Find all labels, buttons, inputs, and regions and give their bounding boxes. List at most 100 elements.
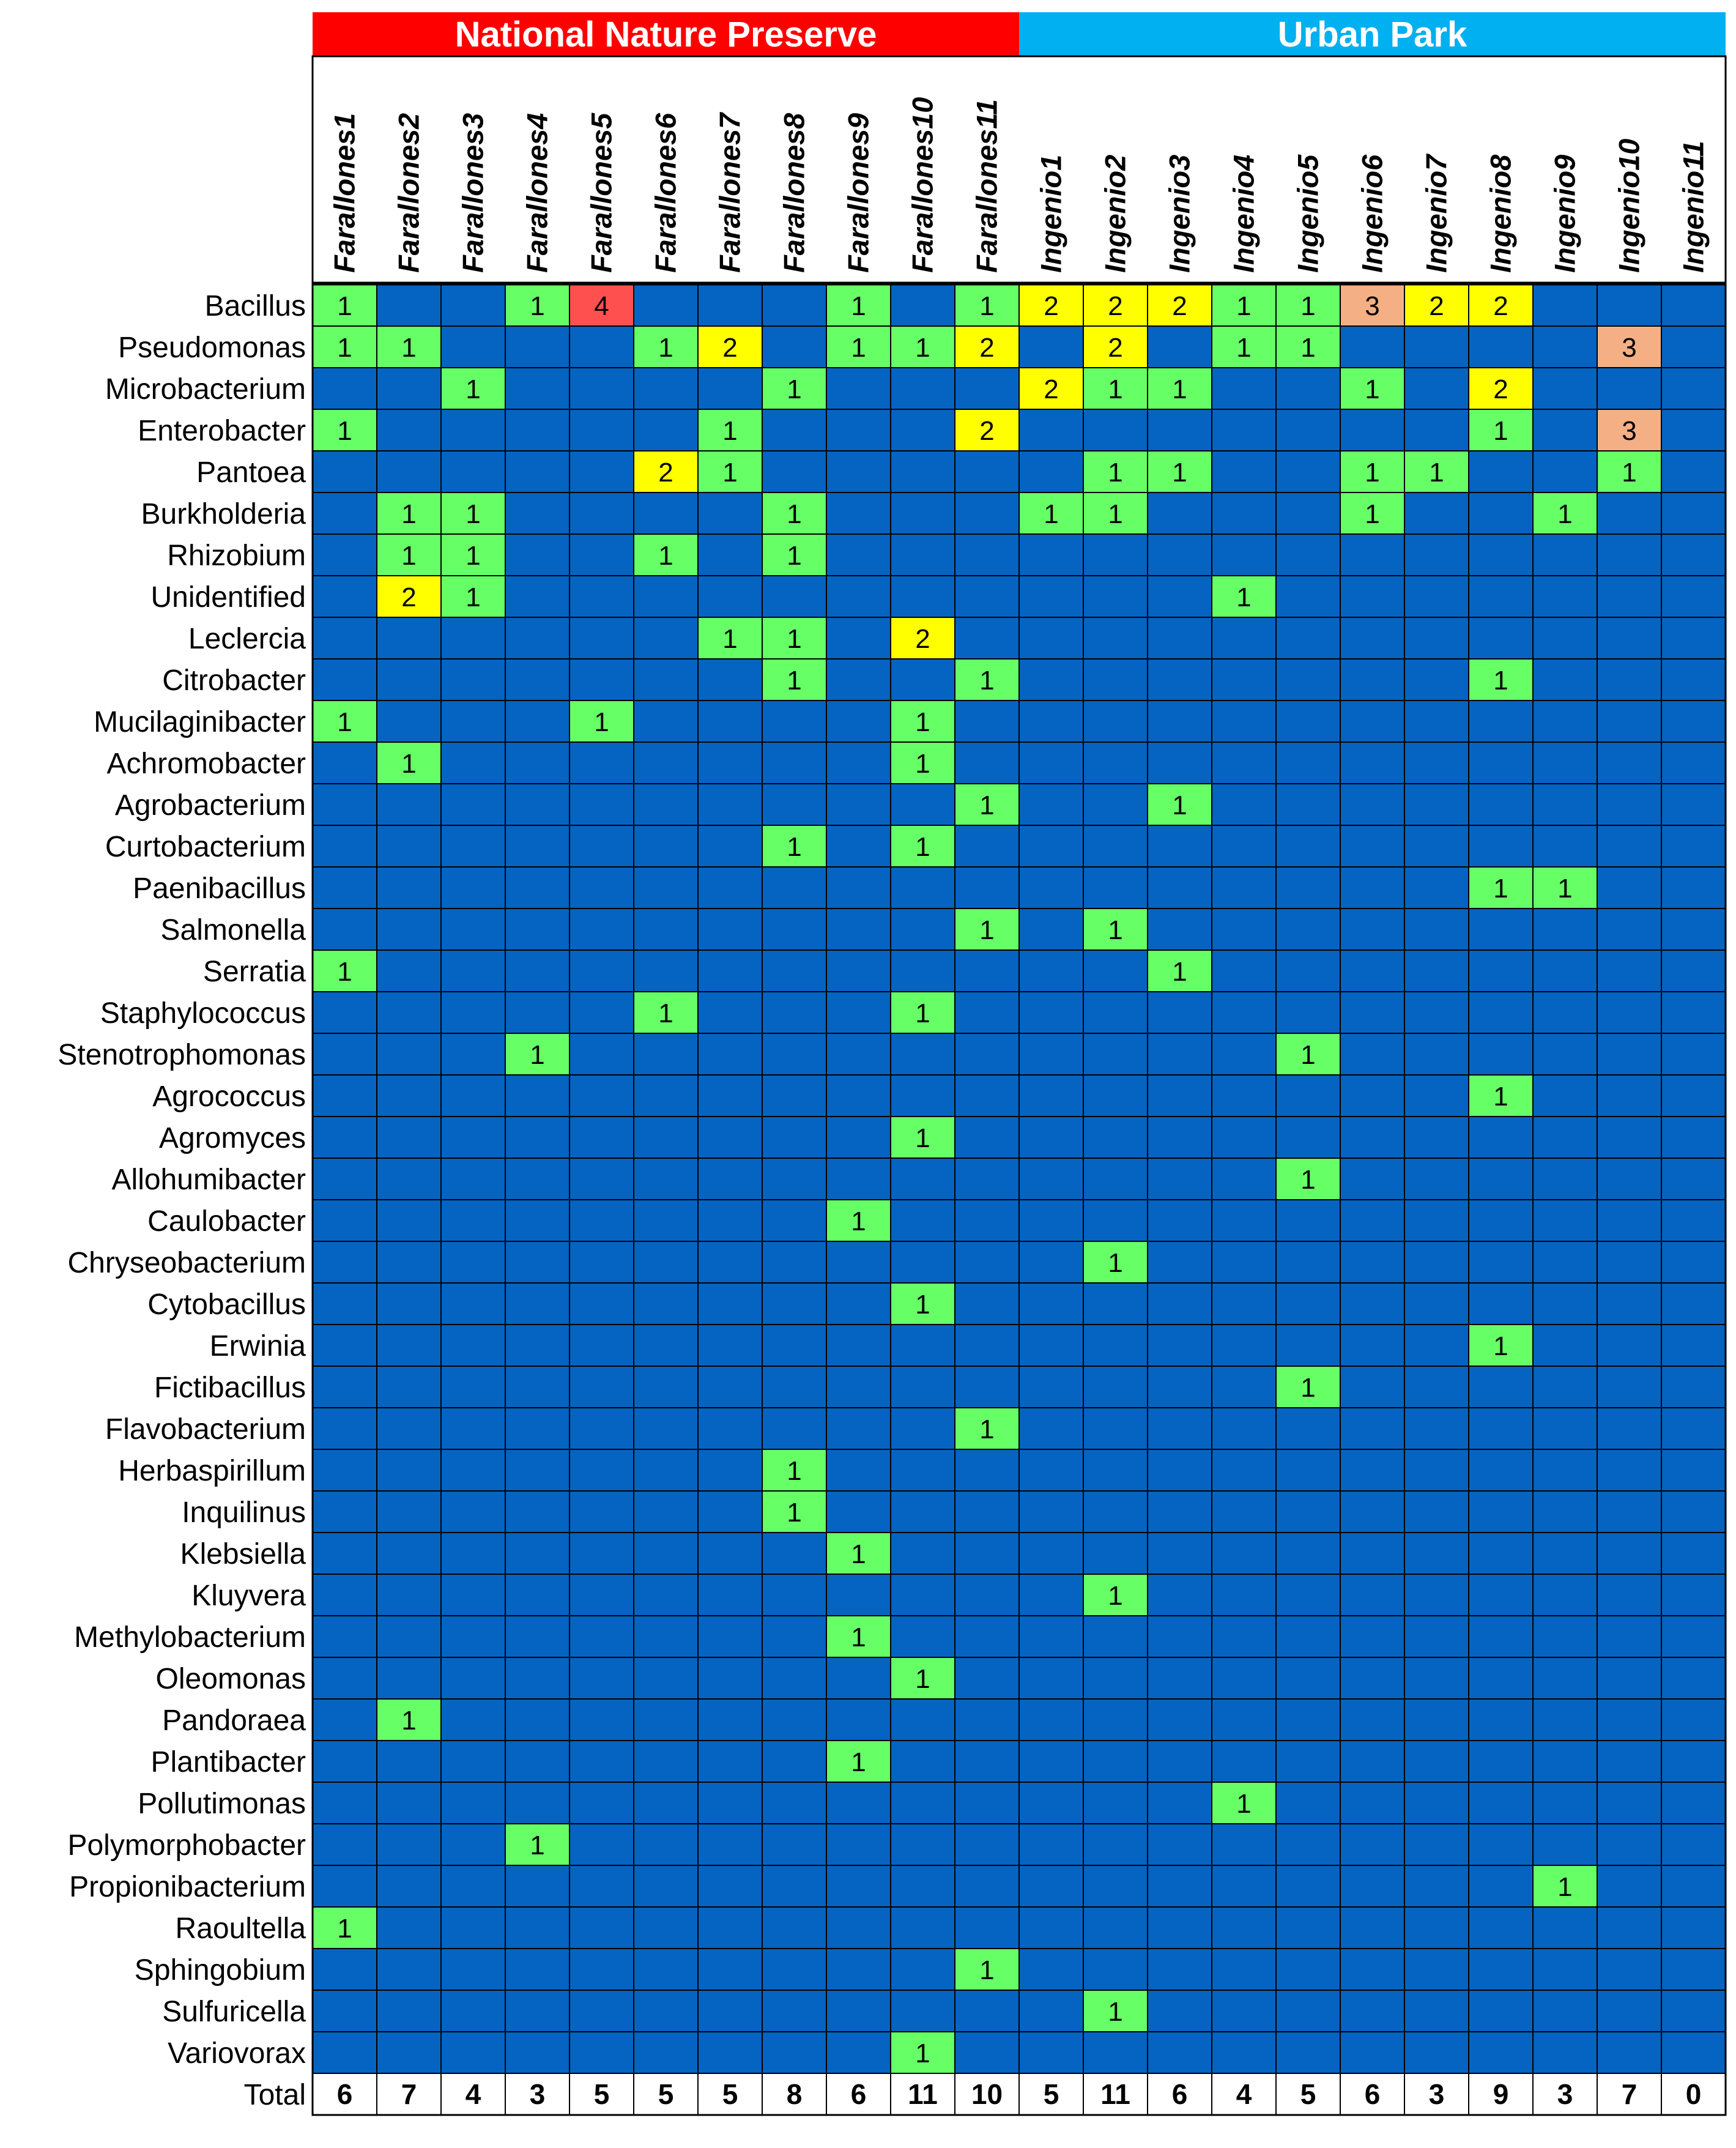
heatmap-cell bbox=[633, 908, 699, 951]
heatmap-cell bbox=[1404, 1782, 1469, 1824]
heatmap-cell bbox=[505, 409, 570, 452]
heatmap-cell bbox=[440, 492, 506, 535]
heatmap-cell bbox=[1597, 1407, 1662, 1450]
cell-value: 1 bbox=[1236, 333, 1251, 363]
heatmap-cell bbox=[505, 1199, 570, 1242]
heatmap-cell bbox=[633, 1823, 699, 1866]
row-label: Propionibacterium bbox=[69, 1871, 306, 1903]
heatmap-cell bbox=[440, 1158, 506, 1200]
cell-value: 1 bbox=[530, 1830, 544, 1860]
heatmap-cell bbox=[1468, 825, 1534, 868]
heatmap-cell bbox=[1211, 325, 1277, 368]
heatmap-cell bbox=[312, 1782, 377, 1824]
heatmap-cell bbox=[762, 575, 827, 618]
heatmap-cell bbox=[1404, 409, 1469, 452]
heatmap-cell bbox=[1275, 658, 1341, 701]
heatmap-cell bbox=[1340, 1532, 1405, 1575]
heatmap-cell bbox=[569, 950, 634, 992]
heatmap-cell bbox=[890, 533, 955, 576]
heatmap-cell bbox=[1275, 1158, 1341, 1200]
heatmap-cell bbox=[890, 450, 955, 493]
heatmap-cell bbox=[569, 1033, 634, 1076]
heatmap-cell bbox=[1018, 1657, 1084, 1700]
heatmap-cell bbox=[697, 1199, 763, 1242]
heatmap-cell bbox=[376, 658, 442, 701]
heatmap-cell bbox=[569, 1116, 634, 1159]
heatmap-cell bbox=[1404, 1948, 1469, 1991]
heatmap-cell bbox=[376, 284, 442, 327]
heatmap-cell bbox=[633, 825, 699, 868]
heatmap-cell bbox=[569, 1490, 634, 1533]
heatmap-cell bbox=[954, 1532, 1020, 1575]
heatmap-cell bbox=[505, 1532, 570, 1575]
heatmap-cell bbox=[890, 950, 955, 992]
heatmap-cell bbox=[376, 1490, 442, 1533]
column-label: Farallones11 bbox=[971, 99, 1003, 273]
heatmap-cell bbox=[1532, 1740, 1598, 1783]
heatmap-cell bbox=[697, 1823, 763, 1866]
heatmap-cell bbox=[1404, 492, 1469, 535]
heatmap-cell bbox=[569, 1324, 634, 1367]
heatmap-cell bbox=[826, 325, 891, 368]
heatmap-cell bbox=[1211, 1823, 1277, 1866]
heatmap-cell bbox=[1211, 783, 1277, 826]
heatmap-cell bbox=[376, 1740, 442, 1783]
heatmap-cell bbox=[954, 1698, 1020, 1741]
cell-value: 1 bbox=[1493, 666, 1508, 696]
heatmap-cell bbox=[1083, 866, 1148, 909]
heatmap-cell bbox=[1340, 1740, 1405, 1783]
total-value: 7 bbox=[1622, 2078, 1638, 2110]
heatmap-cell bbox=[440, 1116, 506, 1159]
row-label: Cytobacillus bbox=[147, 1288, 306, 1321]
heatmap-cell bbox=[1661, 1241, 1726, 1284]
heatmap-cell bbox=[826, 409, 891, 452]
heatmap-cell bbox=[762, 450, 827, 493]
heatmap-cell bbox=[633, 1116, 699, 1159]
heatmap-cell bbox=[1018, 950, 1084, 992]
heatmap-cell bbox=[633, 325, 699, 368]
column-label: Farallones4 bbox=[521, 113, 554, 273]
heatmap-cell bbox=[1597, 575, 1662, 618]
heatmap-cell bbox=[1275, 991, 1341, 1034]
heatmap-cell bbox=[1404, 991, 1469, 1034]
heatmap-cell bbox=[505, 1407, 570, 1450]
heatmap-cell bbox=[1083, 409, 1148, 452]
heatmap-cell bbox=[1340, 908, 1405, 951]
heatmap-cell bbox=[1147, 1657, 1212, 1700]
heatmap-cell bbox=[440, 866, 506, 909]
heatmap-cell bbox=[312, 2031, 377, 2074]
heatmap-cell bbox=[1468, 1407, 1534, 1450]
heatmap-cell bbox=[1211, 1782, 1277, 1824]
heatmap-cell bbox=[1404, 1490, 1469, 1533]
heatmap-cell bbox=[890, 1948, 955, 1991]
heatmap-cell bbox=[569, 1407, 634, 1450]
heatmap-cell bbox=[633, 533, 699, 576]
heatmap-cell bbox=[440, 284, 506, 327]
heatmap-cell bbox=[697, 284, 763, 327]
heatmap-cell bbox=[440, 450, 506, 493]
row-label: Fictibacillus bbox=[154, 1372, 306, 1404]
heatmap-cell bbox=[569, 533, 634, 576]
heatmap-cell bbox=[1404, 908, 1469, 951]
heatmap-cell bbox=[1532, 1990, 1598, 2032]
heatmap-cell bbox=[697, 2031, 763, 2074]
heatmap-cell bbox=[440, 2031, 506, 2074]
heatmap-cell bbox=[697, 950, 763, 992]
column-label: Ingenio7 bbox=[1420, 154, 1453, 273]
heatmap-cell bbox=[1404, 284, 1469, 327]
heatmap-cell bbox=[1018, 908, 1084, 951]
heatmap-cell bbox=[505, 450, 570, 493]
cell-value: 1 bbox=[787, 541, 801, 571]
total-value: 4 bbox=[466, 2078, 481, 2110]
heatmap-cell bbox=[1532, 1574, 1598, 1616]
heatmap-cell bbox=[826, 1740, 891, 1783]
heatmap-cell bbox=[1340, 1074, 1405, 1117]
total-value: 3 bbox=[1429, 2078, 1445, 2110]
heatmap-cell bbox=[1275, 325, 1341, 368]
row-label: Flavobacterium bbox=[105, 1413, 306, 1446]
heatmap-cell bbox=[954, 1033, 1020, 1076]
total-value: 3 bbox=[1557, 2078, 1573, 2110]
heatmap-cell bbox=[1340, 1033, 1405, 1076]
heatmap-cell bbox=[1018, 1698, 1084, 1741]
heatmap-cell bbox=[1340, 1698, 1405, 1741]
